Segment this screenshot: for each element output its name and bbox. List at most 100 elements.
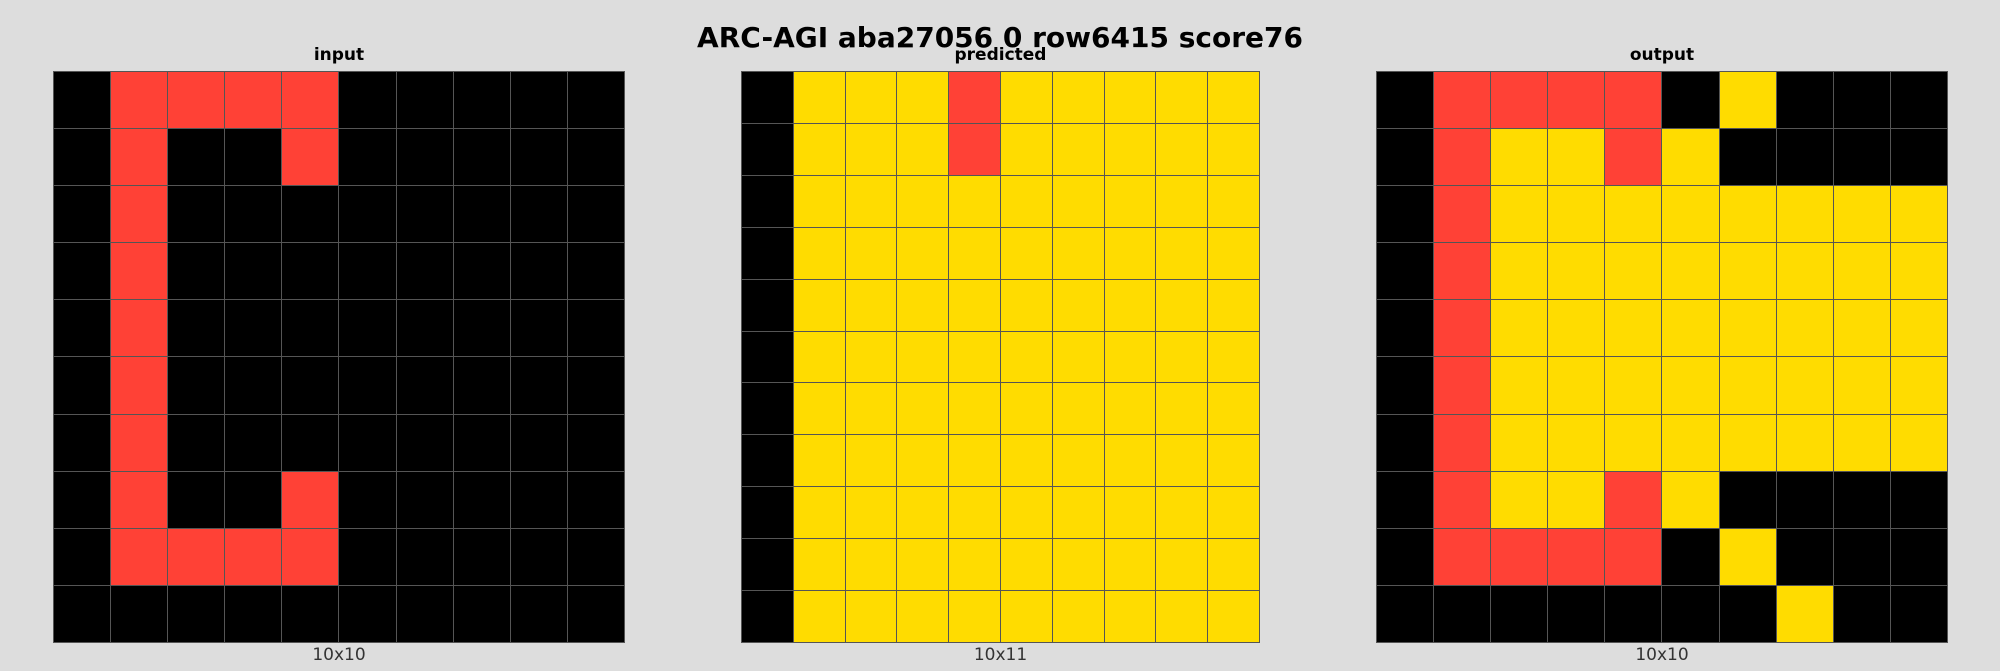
grid-cell xyxy=(54,186,111,243)
grid-cell xyxy=(396,585,453,642)
grid-cell xyxy=(1776,528,1833,585)
grid-cell xyxy=(1548,186,1605,243)
grid-cell xyxy=(510,129,567,186)
grid-cell xyxy=(1662,528,1719,585)
grid-cell xyxy=(168,585,225,642)
grid-cell xyxy=(1548,129,1605,186)
grid-cell xyxy=(1434,414,1491,471)
grid-cell xyxy=(510,471,567,528)
grid-cell xyxy=(1548,357,1605,414)
grid-cell xyxy=(1491,528,1548,585)
grid-cell xyxy=(168,243,225,300)
grid-cell xyxy=(1052,591,1104,642)
grid-cell xyxy=(1052,539,1104,591)
grid-cell xyxy=(1156,331,1208,383)
grid-cell xyxy=(845,279,897,331)
input-grid xyxy=(53,71,625,643)
grid-cell xyxy=(168,72,225,129)
grid-cell xyxy=(567,414,624,471)
grid-cell xyxy=(742,331,793,383)
grid-cell xyxy=(845,591,897,642)
grid-cell xyxy=(1605,186,1662,243)
grid-cell xyxy=(54,129,111,186)
grid-cell xyxy=(1833,357,1890,414)
grid-cell xyxy=(793,175,845,227)
grid-cell xyxy=(1548,72,1605,129)
grid-cell xyxy=(742,435,793,487)
grid-cell xyxy=(1052,487,1104,539)
grid-cell xyxy=(282,129,339,186)
grid-cell xyxy=(396,300,453,357)
grid-cell xyxy=(1052,227,1104,279)
grid-cell xyxy=(1434,357,1491,414)
grid-cell xyxy=(1156,435,1208,487)
grid-cell xyxy=(1833,471,1890,528)
grid-cell xyxy=(225,357,282,414)
grid-cell xyxy=(1605,414,1662,471)
grid-cell xyxy=(1833,300,1890,357)
grid-cell xyxy=(1548,585,1605,642)
grid-cell xyxy=(1208,123,1259,175)
grid-cell xyxy=(339,300,396,357)
grid-cell xyxy=(845,331,897,383)
grid-cell xyxy=(510,585,567,642)
grid-cell xyxy=(897,487,949,539)
grid-cell xyxy=(510,528,567,585)
grid-cell xyxy=(396,72,453,129)
grid-cell xyxy=(742,539,793,591)
grid-cell xyxy=(949,383,1000,435)
grid-cell xyxy=(1833,186,1890,243)
panel-title: predicted xyxy=(954,45,1047,65)
grid-cell xyxy=(168,186,225,243)
grid-cell xyxy=(396,186,453,243)
grid-cell xyxy=(1776,585,1833,642)
grid-cell xyxy=(793,227,845,279)
grid-cell xyxy=(1156,279,1208,331)
grid-cell xyxy=(567,300,624,357)
grid-cell xyxy=(282,414,339,471)
grid-cell xyxy=(1104,435,1156,487)
grid-cell xyxy=(949,435,1000,487)
grid-cell xyxy=(282,528,339,585)
grid-cell xyxy=(1662,300,1719,357)
grid-cell xyxy=(1377,471,1434,528)
grid-cell xyxy=(339,585,396,642)
grid-dimensions: 10x11 xyxy=(973,645,1028,665)
grid-cell xyxy=(54,243,111,300)
grid-cell xyxy=(897,72,949,123)
grid-cell xyxy=(225,129,282,186)
grid-cell xyxy=(1605,528,1662,585)
grid-cell xyxy=(1776,129,1833,186)
grid-cell xyxy=(567,471,624,528)
grid-cell xyxy=(453,528,510,585)
grid-cell xyxy=(742,123,793,175)
grid-cell xyxy=(742,227,793,279)
grid-cell xyxy=(897,123,949,175)
grid-cell xyxy=(897,539,949,591)
panel-title: output xyxy=(1629,45,1695,65)
grid-cell xyxy=(510,186,567,243)
grid-cell xyxy=(339,243,396,300)
grid-cell xyxy=(897,383,949,435)
grid-cell xyxy=(1208,435,1259,487)
grid-cell xyxy=(1000,227,1052,279)
grid-cell xyxy=(1208,539,1259,591)
grid-cell xyxy=(111,72,168,129)
grid-cell xyxy=(1776,471,1833,528)
grid-cell xyxy=(111,300,168,357)
grid-cell xyxy=(1833,528,1890,585)
grid-cell xyxy=(1104,591,1156,642)
grid-cell xyxy=(949,175,1000,227)
grid-cell xyxy=(897,175,949,227)
grid-cell xyxy=(897,435,949,487)
grid-cell xyxy=(225,243,282,300)
grid-cell xyxy=(396,471,453,528)
grid-cell xyxy=(282,357,339,414)
grid-cell xyxy=(510,72,567,129)
grid-cell xyxy=(1377,357,1434,414)
grid-cell xyxy=(111,357,168,414)
grid-cell xyxy=(54,72,111,129)
output-grid xyxy=(1376,71,1948,643)
grid-cell xyxy=(453,585,510,642)
grid-cell xyxy=(111,129,168,186)
